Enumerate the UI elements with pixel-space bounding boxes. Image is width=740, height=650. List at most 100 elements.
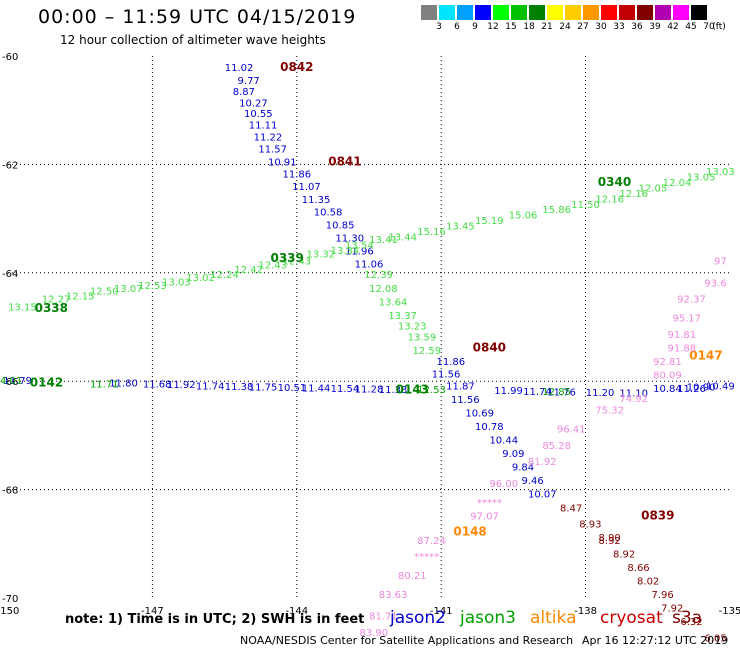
wave-height-label: 11.86	[282, 169, 311, 180]
legend-swatch-70	[691, 5, 708, 20]
wave-height-label: *****	[414, 552, 439, 563]
wave-height-label: 8.87	[233, 87, 255, 98]
lat-tick-label: -68	[2, 486, 18, 497]
wave-height-label: 9.84	[512, 463, 534, 474]
lon-tick-label: -141	[430, 606, 453, 617]
legend-swatch-45	[673, 5, 690, 20]
wave-height-label: 13.37	[388, 311, 417, 322]
wave-height-label: 11.74	[196, 381, 225, 392]
wave-height-label: *****	[477, 498, 502, 509]
wave-height-label: 11.96	[345, 246, 374, 257]
wave-height-label: 97.07	[470, 511, 499, 522]
wave-height-label: 11.10	[619, 388, 648, 399]
legend-swatch-9	[457, 5, 474, 20]
wave-height-label: 12.53	[138, 281, 167, 292]
wave-height-label: 11.30	[335, 233, 364, 244]
wave-height-label: 8.47	[560, 503, 582, 514]
wave-height-label: 13.15	[8, 303, 37, 314]
wave-height-label: 10.51	[278, 383, 307, 394]
wave-height-label: 15.06	[509, 211, 538, 222]
wave-height-label: 13.34	[331, 246, 360, 257]
wave-height-label: 12.59	[412, 346, 441, 357]
lon-tick-label: -138	[574, 606, 597, 617]
pass-time-label: 0148	[453, 525, 486, 539]
wave-height-label: 11.06	[355, 259, 384, 270]
wave-height-label: 13.03	[706, 167, 735, 178]
wave-height-label: 13.44	[388, 232, 417, 243]
pass-time-label: 0143	[396, 383, 429, 397]
wave-height-label: 11.11	[249, 121, 278, 132]
wave-height-label: 10.55	[244, 109, 273, 120]
lat-tick-label: -70	[2, 594, 18, 605]
pass-time-label: 0142	[30, 376, 63, 390]
wave-height-label: 12.05	[639, 184, 668, 195]
wave-height-label: 81.92	[528, 457, 557, 468]
legend-label: 15	[505, 22, 517, 32]
wave-height-label: 11.92	[167, 380, 196, 391]
wave-height-label: 96.00	[489, 479, 518, 490]
wave-height-label: 9.77	[238, 76, 260, 87]
wave-height-label: 8.02	[637, 576, 659, 587]
wave-height-label: 10.84	[653, 384, 682, 395]
wave-height-label: 8.66	[627, 563, 649, 574]
generation-timestamp: Apr 16 12:27:12 UTC 2019	[582, 634, 729, 647]
wave-height-label: 11.02	[225, 63, 254, 74]
wave-height-label: 80.21	[398, 571, 427, 582]
wave-height-label: 12.27	[42, 295, 71, 306]
wave-height-label: 8.90	[599, 533, 621, 544]
wave-height-label: 10.49	[706, 381, 735, 392]
wave-height-label: 7.96	[651, 590, 673, 601]
wave-height-label: 12.39	[364, 270, 393, 281]
wave-height-label: 11.71	[90, 380, 119, 391]
wave-height-label: 91.88	[668, 343, 697, 354]
wave-height-label: 11.20	[586, 388, 615, 399]
wave-height-label: 11.80	[109, 379, 138, 390]
legend-label: 21	[541, 22, 553, 32]
wave-height-label: 13.54	[345, 240, 374, 251]
wave-height-label: 11.76	[547, 387, 576, 398]
wave-height-label: 15.86	[542, 205, 571, 216]
wave-height-label: 92.37	[677, 295, 706, 306]
wave-height-label: 10.90	[687, 382, 716, 393]
wave-height-label: 11.22	[254, 133, 283, 144]
legend-label: 9	[472, 22, 478, 32]
legend-swatch-27	[565, 5, 582, 20]
pass-time-label: 0338	[35, 301, 68, 315]
legend-swatch-15	[493, 5, 510, 20]
wave-height-label: 91.81	[668, 330, 697, 341]
legend-swatch-21	[529, 5, 546, 20]
wave-height-label: 10.78	[475, 422, 504, 433]
wave-height-label: 13.64	[379, 297, 408, 308]
wave-height-label: 12.04	[663, 178, 692, 189]
legend-swatch-12	[475, 5, 492, 20]
pass-time-label: 0840	[473, 340, 506, 354]
pass-time-label: 0839	[641, 508, 674, 522]
lat-tick-label: -62	[2, 160, 18, 171]
lat-tick-label: -60	[2, 52, 18, 63]
legend-swatch-33	[601, 5, 618, 20]
legend-label: 45	[685, 22, 697, 32]
legend-label: 6	[454, 22, 460, 32]
wave-height-label: 9.09	[502, 449, 524, 460]
wave-height-label: 10.27	[239, 98, 268, 109]
wave-height-label: 14.01	[0, 376, 22, 387]
wave-height-label: 83.63	[379, 590, 408, 601]
wave-height-label: 11.50	[571, 200, 600, 211]
pass-time-label: 0842	[280, 60, 313, 74]
wave-height-label: 6.05	[704, 633, 726, 644]
wave-height-label: 12.08	[369, 284, 398, 295]
wave-height-label: 92.81	[653, 357, 682, 368]
wave-height-label: 12.43	[258, 260, 287, 271]
wave-height-label: 11.57	[258, 144, 287, 155]
wave-height-label: 8.92	[599, 536, 621, 547]
wave-height-label: 12.15	[66, 291, 95, 302]
wave-height-label: 11.38	[225, 382, 254, 393]
satellite-legend-altika: altika	[530, 608, 577, 628]
wave-height-label: 75.32	[595, 406, 624, 417]
wave-height-label: 13.32	[307, 250, 336, 261]
satellite-legend-s3a: s3a	[672, 608, 703, 628]
satellite-legend-jason2: jason2	[390, 608, 446, 628]
wave-height-label: 12.43	[282, 257, 311, 268]
lon-tick-label: -135	[719, 606, 740, 617]
legend-label: 24	[559, 22, 571, 32]
